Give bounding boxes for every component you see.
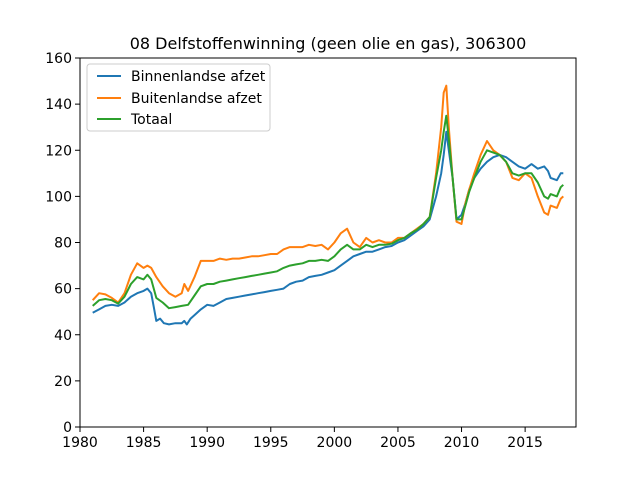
y-tick-label: 60 — [54, 282, 72, 298]
x-tick-label: 2000 — [317, 435, 353, 451]
series-layer — [91, 84, 564, 326]
series-line-buitenlandse-afzet — [91, 84, 564, 304]
x-tick-label: 2010 — [444, 435, 480, 451]
series-line-binnenlandse-afzet — [92, 130, 564, 326]
x-tick-label: 2005 — [380, 435, 416, 451]
x-tick-label: 1980 — [62, 435, 98, 451]
x-tick-label: 1995 — [253, 435, 289, 451]
x-tick-label: 1985 — [126, 435, 162, 451]
legend: Binnenlandse afzet Buitenlandse afzet To… — [86, 63, 271, 132]
x-tick-label: 1990 — [189, 435, 225, 451]
legend-label-buitenlandse: Buitenlandse afzet — [131, 91, 262, 107]
y-tick-label: 120 — [45, 143, 72, 159]
axis-layer: 1980 1985 1990 1995 2000 2005 2010 2015 0 20 40 60 8… — [45, 51, 543, 451]
series-line-totaal — [92, 114, 564, 310]
y-tick-label: 0 — [63, 420, 72, 436]
legend-label-binnenlandse: Binnenlandse afzet — [131, 69, 266, 85]
legend-label-totaal: Totaal — [130, 112, 172, 128]
y-tick-label: 160 — [45, 51, 72, 67]
y-tick-label: 80 — [54, 236, 72, 252]
y-tick-label: 20 — [54, 374, 72, 390]
y-tick-label: 140 — [45, 97, 72, 113]
chart-title: 08 Delfstoffenwinning (geen olie en gas)… — [130, 34, 527, 53]
x-tick-label: 2015 — [507, 435, 543, 451]
legend-box — [86, 63, 271, 132]
y-tick-label: 100 — [45, 189, 72, 205]
y-tick-label: 40 — [54, 328, 72, 344]
